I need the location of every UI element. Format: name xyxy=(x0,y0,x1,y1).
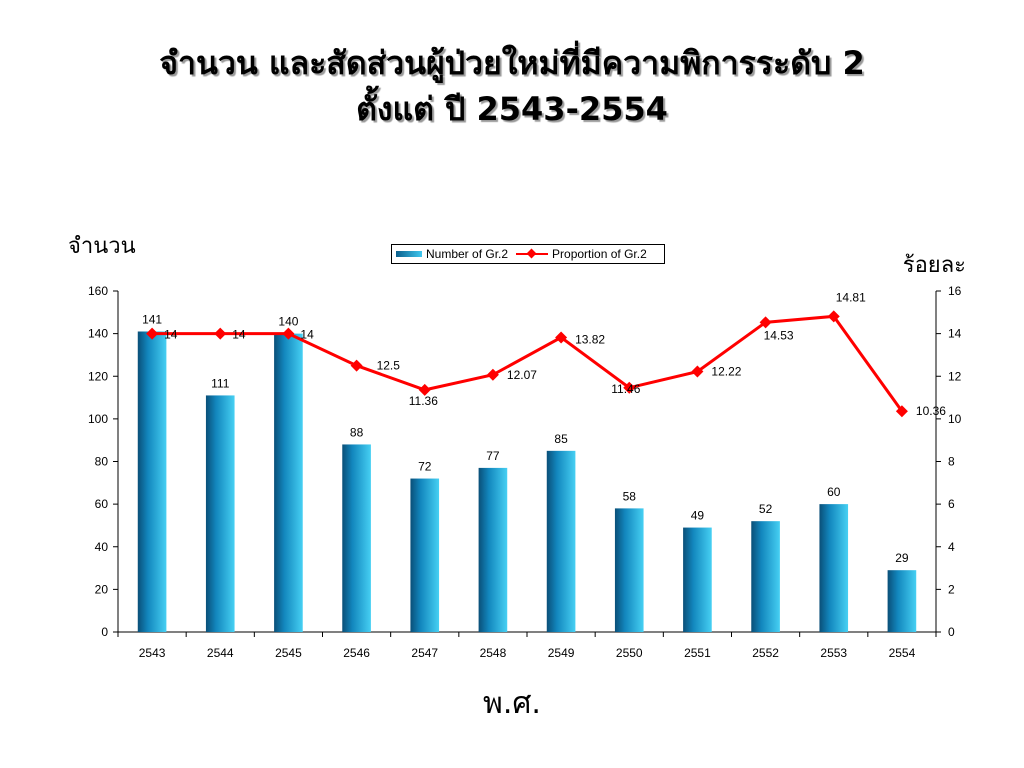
x-axis-title: พ.ศ. xyxy=(483,686,541,721)
legend-label-number: Number of Gr.2 xyxy=(426,247,509,261)
proportion-point xyxy=(486,368,499,381)
bar xyxy=(478,467,508,632)
bar-value-label: 111 xyxy=(211,376,230,390)
proportion-value-label: 13.82 xyxy=(575,332,605,346)
y-right-tick-label: 10 xyxy=(948,412,962,426)
bar xyxy=(819,504,849,632)
y-left-tick-label: 120 xyxy=(88,369,108,383)
legend-item-proportion: Proportion of Gr.2 xyxy=(516,247,647,261)
proportion-line xyxy=(152,314,904,413)
proportion-value-label: 10.36 xyxy=(916,404,946,418)
proportion-value-label: 14 xyxy=(300,328,314,342)
proportion-point xyxy=(895,405,908,418)
proportion-value-label: 14.53 xyxy=(764,328,794,342)
bar xyxy=(683,527,712,632)
y-right-tick-label: 4 xyxy=(948,540,955,554)
x-tick-label: 2549 xyxy=(548,646,575,660)
y-left-tick-label: 0 xyxy=(101,625,108,639)
bar-value-label: 58 xyxy=(623,489,637,503)
proportion-value-label: 14.81 xyxy=(836,290,866,304)
bar-value-label: 140 xyxy=(278,315,298,329)
x-tick-label: 2551 xyxy=(684,646,711,660)
proportion-value-label: 12.22 xyxy=(711,365,741,379)
proportion-value-label: 11.46 xyxy=(611,382,640,396)
x-tick-label: 2554 xyxy=(889,646,916,660)
bar-value-label: 29 xyxy=(895,551,909,565)
x-tick-label: 2552 xyxy=(752,646,779,660)
bar-value-label: 52 xyxy=(759,502,773,516)
y-right-tick-label: 8 xyxy=(948,455,955,469)
y-left-tick-label: 140 xyxy=(88,327,108,341)
y-right-tick-label: 6 xyxy=(948,497,955,511)
proportion-value-label: 12.07 xyxy=(507,368,537,382)
y-right-tick-label: 16 xyxy=(948,284,962,298)
bar xyxy=(205,395,235,632)
bar xyxy=(546,450,576,632)
bar xyxy=(410,478,440,632)
proportion-point xyxy=(418,383,431,396)
bar-value-label: 72 xyxy=(418,460,432,474)
chart-legend: Number of Gr.2 Proportion of Gr.2 xyxy=(391,244,665,264)
y-axis-right-title: ร้อยละ xyxy=(902,253,966,278)
proportion-point xyxy=(214,327,227,340)
proportion-point xyxy=(146,327,159,340)
y-axis-left-title: จำนวน xyxy=(68,234,136,259)
bar-value-label: 88 xyxy=(350,425,364,439)
bar xyxy=(342,444,371,632)
x-tick-label: 2553 xyxy=(820,646,847,660)
bar xyxy=(614,508,644,632)
y-left-tick-label: 100 xyxy=(88,412,108,426)
y-left-tick-label: 60 xyxy=(95,497,109,511)
bar-value-label: 60 xyxy=(827,485,841,499)
x-tick-label: 2548 xyxy=(480,646,507,660)
y-right-tick-label: 0 xyxy=(948,625,955,639)
x-tick-label: 2543 xyxy=(139,646,166,660)
bar-value-label: 77 xyxy=(486,449,500,463)
y-right-tick-label: 12 xyxy=(948,369,962,383)
chart-title-line1: จำนวน และสัดส่วนผู้ป่วยใหม่ที่มีความพิกา… xyxy=(159,44,865,82)
legend-swatch-line xyxy=(516,249,549,259)
proportion-value-label: 11.36 xyxy=(409,394,438,408)
x-tick-label: 2550 xyxy=(616,646,643,660)
proportion-point xyxy=(623,381,636,394)
x-tick-label: 2547 xyxy=(411,646,438,660)
proportion-point xyxy=(827,310,840,323)
chart-title-line2: ตั้งแต่ ปี 2543-2554 xyxy=(356,90,668,128)
x-tick-label: 2546 xyxy=(343,646,370,660)
x-tick-label: 2544 xyxy=(207,646,234,660)
proportion-point xyxy=(350,359,363,372)
legend-swatch-bar xyxy=(396,251,422,257)
chart-title: จำนวน และสัดส่วนผู้ป่วยใหม่ที่มีความพิกา… xyxy=(0,40,1024,132)
bar xyxy=(274,333,303,632)
y-left-tick-label: 160 xyxy=(88,284,108,298)
proportion-value-label: 12.5 xyxy=(377,359,401,373)
bar xyxy=(751,521,780,632)
proportion-value-label: 14 xyxy=(164,328,178,342)
y-right-tick-label: 14 xyxy=(948,327,962,341)
bar xyxy=(887,570,917,632)
y-right-tick-label: 2 xyxy=(948,582,955,596)
proportion-point xyxy=(691,365,704,378)
proportion-value-label: 14 xyxy=(232,328,246,342)
y-left-tick-label: 80 xyxy=(95,455,109,469)
legend-item-number: Number of Gr.2 xyxy=(396,247,508,261)
proportion-point xyxy=(282,327,295,340)
y-left-tick-label: 40 xyxy=(95,540,109,554)
proportion-point xyxy=(555,331,568,344)
bar-value-label: 85 xyxy=(554,432,568,446)
legend-label-proportion: Proportion of Gr.2 xyxy=(552,247,647,261)
bar-value-label: 49 xyxy=(691,509,705,523)
x-tick-label: 2545 xyxy=(275,646,302,660)
bar xyxy=(137,331,167,632)
y-left-tick-label: 20 xyxy=(95,582,109,596)
bar-value-label: 141 xyxy=(142,312,162,326)
proportion-point xyxy=(759,316,772,329)
